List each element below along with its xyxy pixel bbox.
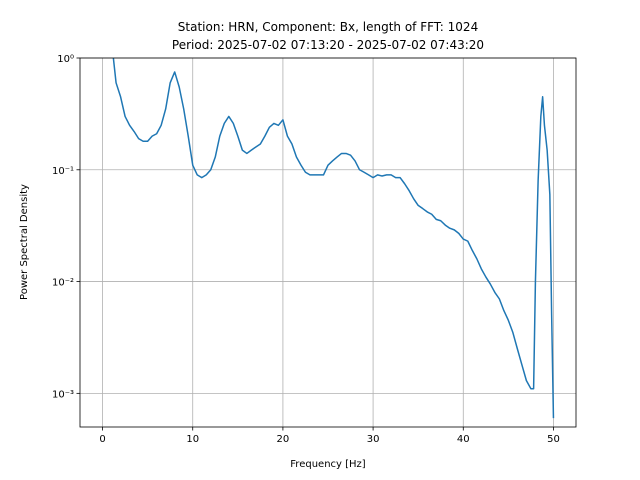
y-axis-label: Power Spectral Density xyxy=(19,184,30,300)
y-tick-label: 10⁻³ xyxy=(52,389,74,400)
plot-area xyxy=(112,58,555,419)
x-tick-label: 0 xyxy=(99,434,105,445)
x-tick-label: 20 xyxy=(277,434,290,445)
ticks: 0 10 20 30 40 50 10⁻³ 10⁻² 10⁻¹ 10⁰ xyxy=(52,54,560,445)
y-tick-label: 10⁻² xyxy=(52,278,74,289)
y-tick-label: 10⁻¹ xyxy=(52,166,74,177)
grid xyxy=(80,57,576,427)
x-tick-label: 30 xyxy=(367,434,380,445)
y-tick-label: 10⁰ xyxy=(57,54,74,65)
x-tick-label: 40 xyxy=(457,434,470,445)
x-tick-label: 10 xyxy=(186,434,199,445)
chart-subtitle: Period: 2025-07-02 07:13:20 - 2025-07-02… xyxy=(172,38,484,52)
x-axis-label: Frequency [Hz] xyxy=(290,459,366,470)
x-tick-label: 50 xyxy=(547,434,560,445)
axes-frame xyxy=(79,57,577,428)
data-line xyxy=(112,58,555,419)
chart-title: Station: HRN, Component: Bx, length of F… xyxy=(178,20,478,34)
